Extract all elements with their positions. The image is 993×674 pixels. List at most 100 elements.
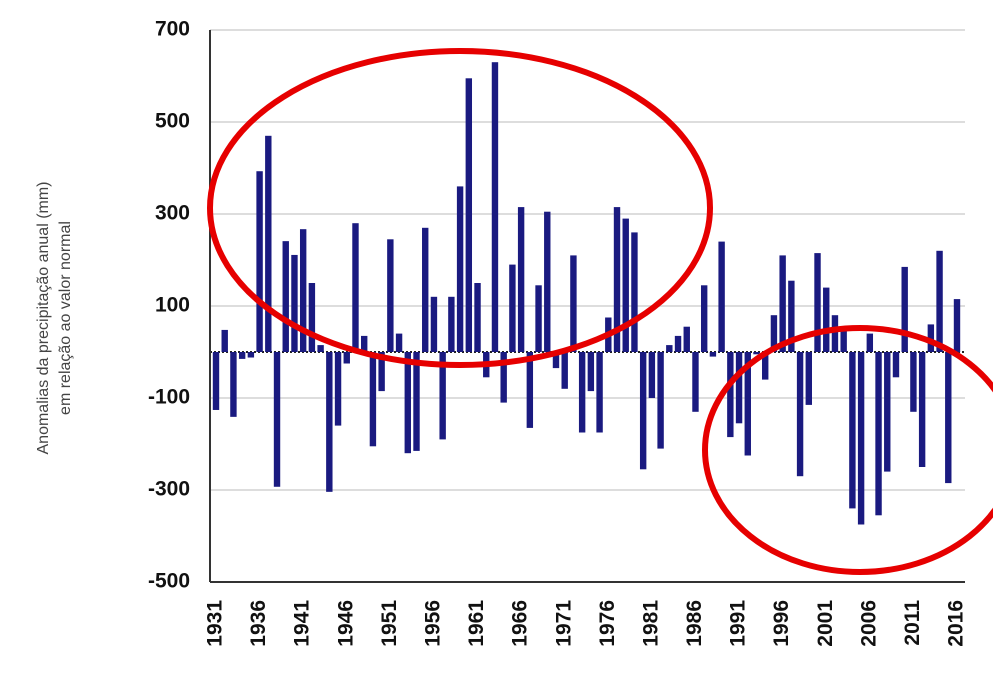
bar — [779, 255, 786, 352]
bar — [413, 352, 420, 451]
x-tick-label: 2011 — [901, 600, 924, 646]
bar — [683, 326, 690, 352]
bar — [927, 324, 935, 352]
bar — [456, 186, 464, 352]
y-tick-label: 300 — [155, 202, 190, 225]
highlight-ellipse — [207, 48, 713, 368]
x-tick-label: 1941 — [291, 600, 314, 647]
y-tick-label: -500 — [148, 570, 190, 593]
x-tick-label: 1931 — [204, 600, 227, 647]
bar — [369, 352, 377, 447]
x-tick-label: 2001 — [814, 600, 837, 647]
bar — [465, 78, 473, 353]
bar — [361, 335, 368, 352]
bar — [666, 345, 673, 352]
bar — [326, 352, 333, 492]
bar — [265, 135, 272, 352]
x-tick-label: 1936 — [247, 600, 270, 647]
labels: -500 -300 -100 100 300 500 700 1931 1936 1941 1946… — [148, 18, 968, 647]
bar — [334, 352, 342, 426]
bar — [674, 335, 682, 352]
bar — [718, 241, 725, 352]
bars — [212, 62, 961, 525]
x-tick-label: 1961 — [465, 600, 488, 647]
bar — [256, 171, 263, 352]
bar — [587, 352, 595, 392]
bar — [544, 211, 551, 352]
bar — [578, 352, 586, 433]
bar — [849, 352, 856, 509]
bar — [727, 352, 734, 438]
bar — [212, 352, 220, 410]
bar — [884, 352, 891, 472]
x-tick-label: 1991 — [727, 600, 750, 647]
bar — [561, 352, 568, 389]
x-tick-label: 1986 — [683, 600, 706, 647]
bar — [230, 352, 237, 417]
x-tick-label: 2006 — [857, 600, 880, 647]
bar — [343, 352, 350, 364]
bar — [866, 333, 874, 352]
bar — [805, 352, 812, 405]
bar — [299, 229, 307, 352]
bar — [936, 250, 943, 352]
x-tick-label: 1981 — [639, 600, 662, 647]
y-tick-label: 500 — [155, 110, 190, 133]
bar — [657, 352, 664, 449]
x-tick-label: 1966 — [509, 600, 532, 647]
bar — [500, 352, 507, 403]
y-tick-label: -300 — [148, 478, 190, 501]
bar — [509, 264, 516, 352]
bar — [613, 207, 621, 352]
x-tick-label: 1956 — [421, 600, 444, 647]
bar — [448, 296, 455, 352]
bar — [762, 352, 769, 380]
bar — [282, 241, 289, 352]
x-tick-label: 1976 — [596, 600, 619, 647]
bar — [387, 239, 394, 352]
y-tick-label: 700 — [155, 18, 190, 41]
bar — [570, 255, 577, 352]
bar — [814, 253, 821, 352]
bar — [596, 352, 603, 433]
bar — [291, 254, 298, 352]
bar — [796, 352, 804, 477]
x-tick-label: 2016 — [945, 600, 968, 647]
bar — [918, 352, 926, 467]
x-tick-label: 1946 — [334, 600, 357, 647]
bar — [735, 352, 743, 424]
bar — [221, 329, 228, 352]
bar — [517, 207, 525, 352]
bar — [631, 232, 638, 352]
bar — [901, 266, 908, 352]
bar — [395, 333, 403, 352]
bar — [692, 352, 699, 412]
y-tick-label: -100 — [148, 386, 190, 409]
bar — [535, 285, 542, 352]
bar — [648, 352, 656, 398]
bar — [491, 62, 499, 352]
bar — [552, 352, 560, 369]
y-axis-label: em relação ao valor normal — [57, 221, 74, 415]
bar — [753, 352, 760, 355]
bar — [317, 345, 324, 352]
bar — [404, 352, 411, 454]
bar — [953, 299, 961, 352]
bar — [474, 283, 481, 352]
bar — [422, 227, 429, 352]
bar — [622, 218, 629, 352]
bar — [840, 326, 847, 352]
highlight-ellipse — [702, 325, 993, 575]
y-tick-label: 100 — [155, 294, 190, 317]
x-tick-label: 1996 — [770, 600, 793, 647]
bar — [823, 287, 830, 352]
bar — [526, 352, 534, 428]
bar — [831, 315, 839, 352]
bar — [308, 283, 316, 352]
x-tick-label: 1971 — [552, 600, 575, 647]
bar — [788, 280, 795, 352]
bar — [247, 352, 255, 358]
bar — [352, 223, 359, 352]
